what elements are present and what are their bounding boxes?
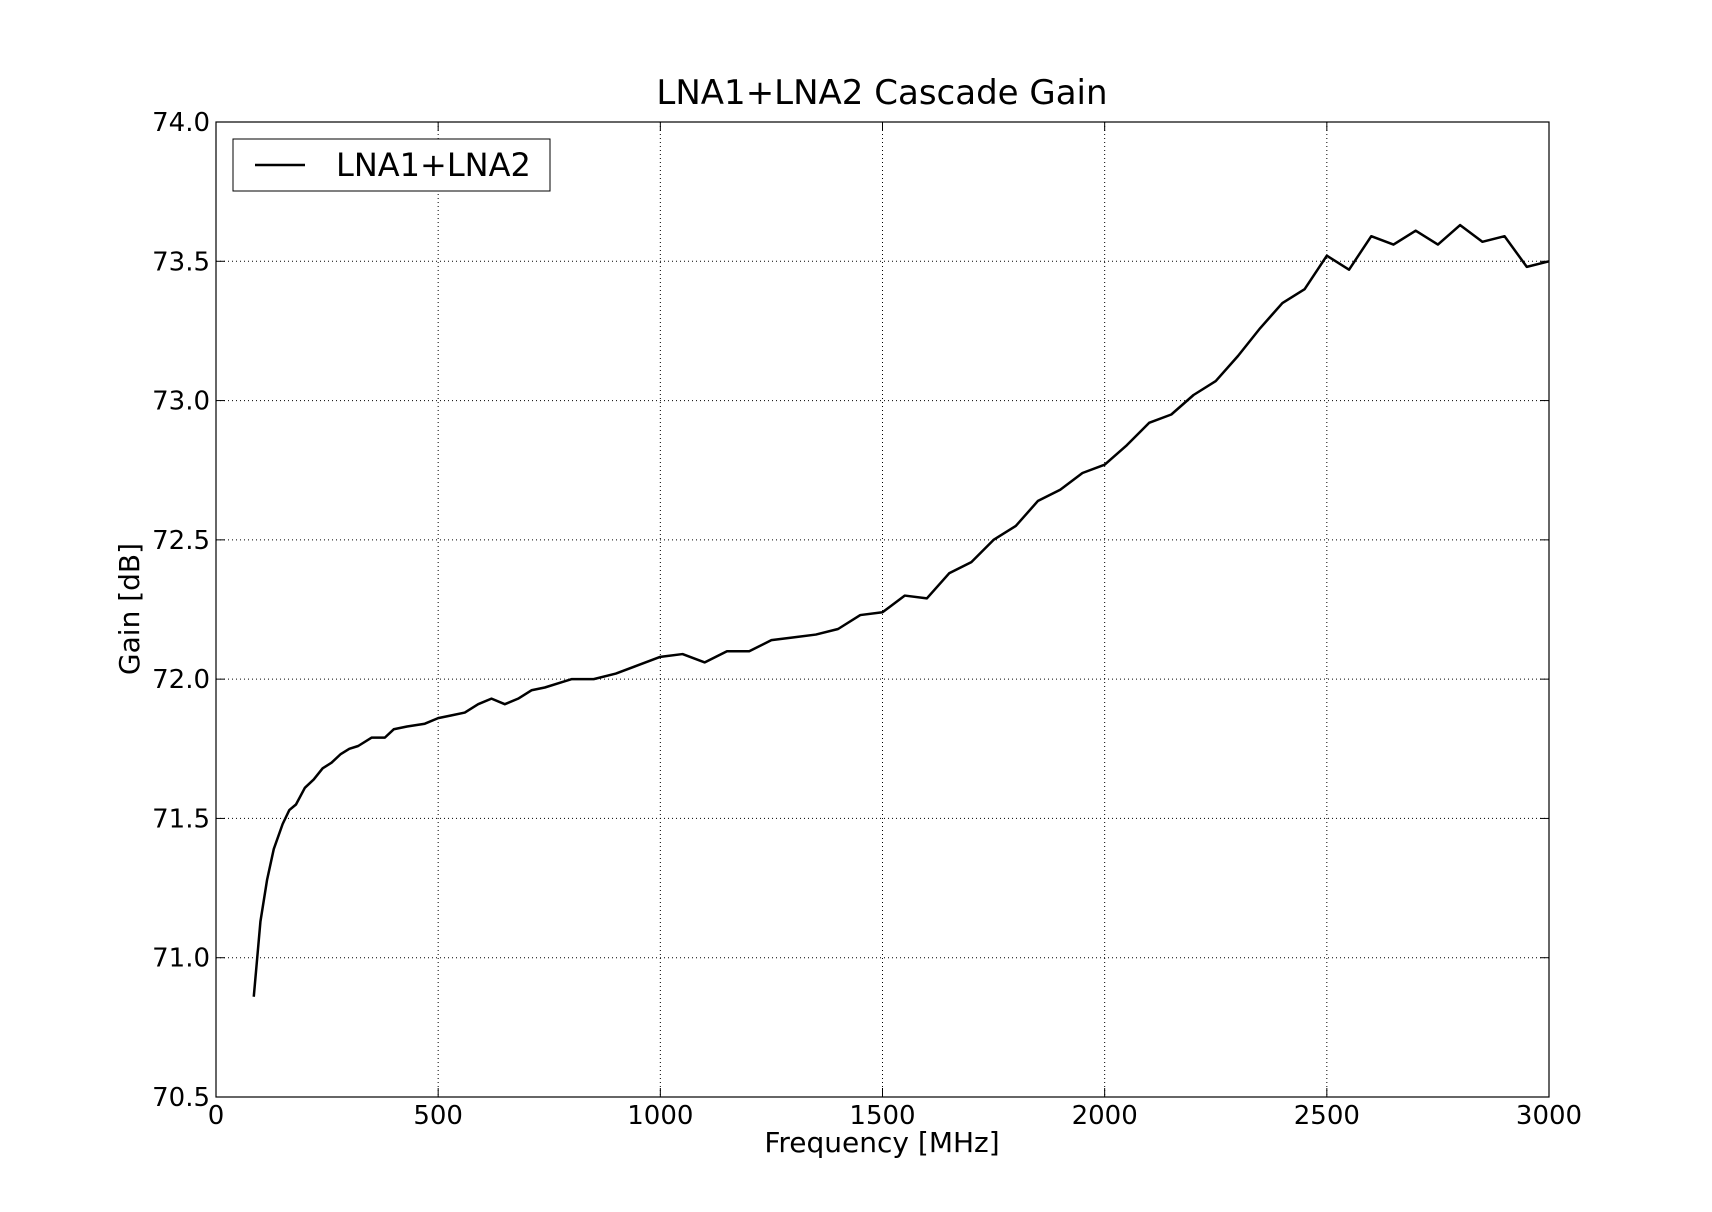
x-tick-label: 2500 — [1294, 1101, 1360, 1131]
y-tick-label: 71.0 — [152, 944, 210, 974]
x-tick-label: 3000 — [1516, 1101, 1582, 1131]
y-tick-label: 70.5 — [152, 1083, 210, 1113]
y-tick-label: 71.5 — [152, 804, 210, 834]
y-tick-label: 73.5 — [152, 247, 210, 277]
x-tick-label: 0 — [208, 1101, 225, 1131]
y-tick-label: 73.0 — [152, 387, 210, 417]
y-axis-label: Gain [dB] — [113, 543, 146, 675]
x-tick-label: 1500 — [849, 1101, 915, 1131]
y-tick-label: 72.0 — [152, 665, 210, 695]
plot-frame — [215, 121, 1550, 1098]
x-tick-label: 500 — [413, 1101, 463, 1131]
chart-title: LNA1+LNA2 Cascade Gain — [656, 73, 1107, 113]
data-line — [252, 223, 1550, 997]
x-tick-label: 1000 — [627, 1101, 693, 1131]
x-axis-label: Frequency [MHz] — [764, 1126, 999, 1159]
y-tick-label: 72.5 — [152, 526, 210, 556]
x-tick-label: 2000 — [1072, 1101, 1138, 1131]
y-tick-label: 74.0 — [152, 108, 210, 138]
legend-label: LNA1+LNA2 — [336, 146, 531, 184]
